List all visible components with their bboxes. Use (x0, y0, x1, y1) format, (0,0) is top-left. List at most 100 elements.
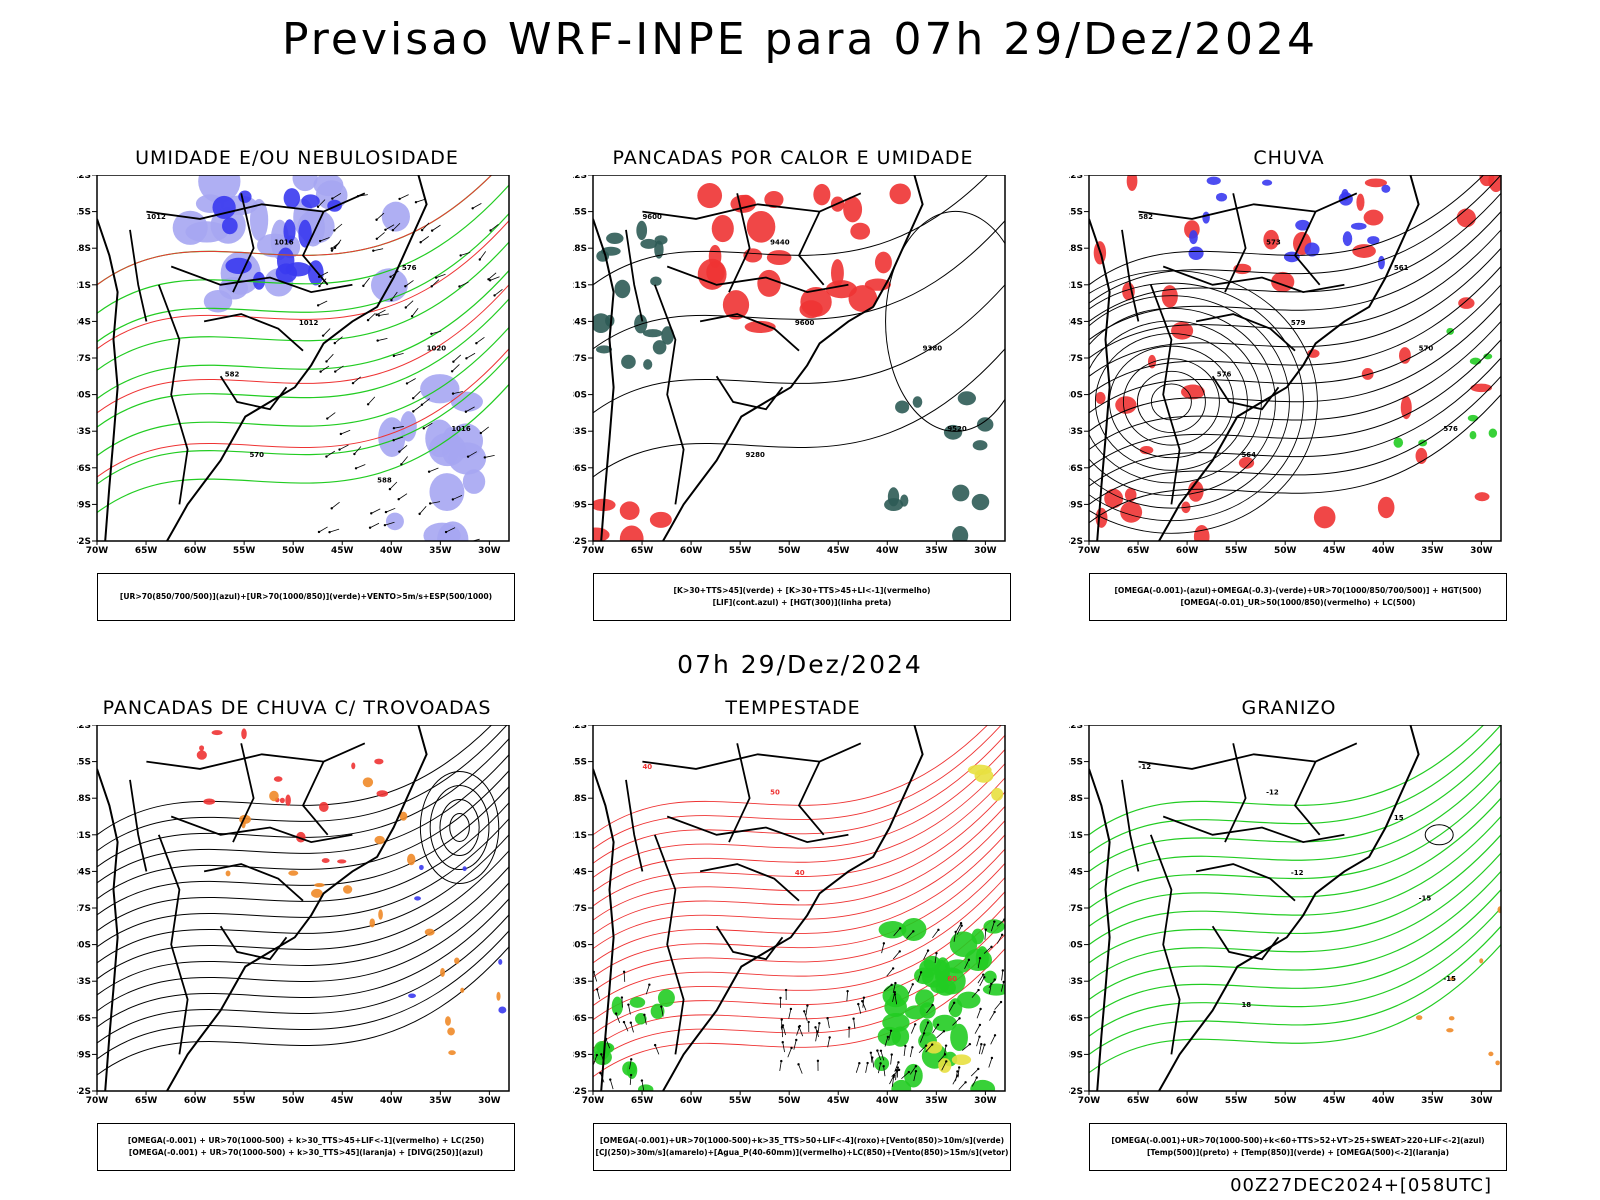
wind-vector-head (471, 207, 474, 210)
wind-vector (909, 1047, 913, 1058)
wind-vector-head (816, 1030, 819, 1033)
convection-area (269, 790, 279, 802)
country-border (666, 265, 849, 294)
rain-area (1488, 175, 1501, 193)
wind-vector-head (400, 463, 403, 466)
wind-vector-head (444, 530, 448, 534)
coastline (166, 725, 428, 1091)
wind-vector-head (391, 229, 395, 232)
lat-tick-label: 36S (77, 1014, 91, 1024)
wind-vector-head (451, 498, 455, 501)
wind-vector-head (389, 275, 392, 279)
wind-vector (952, 1018, 960, 1026)
wind-vector (399, 194, 409, 200)
wind-vector (401, 456, 408, 465)
coastline-west (1089, 768, 1111, 1091)
wind-vector-head (366, 403, 370, 406)
map-layers (97, 725, 509, 1091)
ocean-background (1089, 175, 1501, 541)
storm-area (337, 859, 347, 864)
wind-vector (623, 971, 626, 982)
wind-vector (484, 455, 495, 458)
low-level-jet-contour (593, 834, 1005, 964)
legend-line: [OMEGA(-0.001) + UR>70(1000-500) + k>30_… (127, 1136, 485, 1145)
omega-strong-area (1483, 353, 1493, 360)
wind-vector (978, 1044, 982, 1055)
map-area[interactable]: 582 579 576 573 570 564 561 576 12S 15S 18S 21S 24S 2… (1069, 175, 1509, 595)
map-area[interactable]: 40 40 60 50 12S 15S 18S 21S 24S 27S 30S 33S 36S 39S 42… (573, 725, 1013, 1145)
wind-vector (385, 507, 396, 513)
wind-vector (827, 1018, 830, 1029)
wind-vector-head (789, 1007, 793, 1011)
wind-vector (384, 521, 395, 526)
humidity-area-upper (450, 391, 483, 412)
wind-vector (970, 1068, 979, 1077)
wind-vector (917, 972, 922, 982)
wind-vector (628, 1004, 631, 1015)
map-area[interactable]: 9600 9600 9520 9440 9380 9280 12S 15S 18S 21S 24S 2… (573, 175, 1013, 595)
convective-area (652, 340, 667, 355)
wind-vector-head (375, 313, 378, 316)
wind-vector (596, 989, 600, 1000)
omega500-area (1488, 1051, 1494, 1057)
panel-legend: [UR>70(850/700/500)](azul)+[UR>70(1000/8… (97, 573, 515, 621)
geopotential-contour (1089, 247, 1501, 377)
streamline (97, 725, 508, 852)
low-pressure-contour (1089, 307, 1276, 496)
convection-area (440, 967, 446, 978)
humidity-contour-low (97, 270, 509, 400)
wind-vector (981, 1044, 985, 1055)
wind-vector-head (404, 306, 407, 309)
contour-label: 576 (1217, 370, 1232, 378)
wind-vector-head (978, 956, 982, 960)
humidity-area-upper (225, 257, 252, 274)
wind-vector-head (818, 1021, 821, 1025)
wind-vector-head (478, 258, 481, 261)
wind-vector (412, 390, 421, 399)
strong-wind-area (915, 989, 935, 1008)
map-layers: 40 40 60 50 (593, 725, 1005, 1091)
strong-wind-area (891, 1079, 912, 1091)
map-area[interactable]: 12S 15S 18S 21S 24S 27S 30S 33S 36S 39S 42S70W 65W 6… (77, 725, 517, 1145)
omega-strong-area (1467, 414, 1479, 422)
map-area[interactable]: 1012 1012 1016 1016 1020 570 576 582 588 12S 15S 18… (77, 175, 517, 595)
wind-vector-head (328, 530, 331, 534)
lat-tick-label: 39S (573, 500, 587, 510)
strong-wind-area (637, 1084, 654, 1091)
wind-vector-head (630, 1058, 633, 1061)
wind-vector-head (990, 1056, 994, 1060)
lon-tick-label: 65W (135, 1096, 158, 1106)
lon-tick-label: 65W (135, 546, 158, 556)
lon-tick-label: 70W (86, 546, 109, 556)
ocean-background (97, 725, 509, 1091)
storm-area (211, 730, 223, 736)
convection-area (374, 835, 385, 845)
instability-area (697, 258, 727, 290)
storm-area (351, 762, 356, 770)
geopotential-contour (1089, 211, 1501, 341)
rain-area (1193, 524, 1210, 541)
wind-vector-head (978, 1023, 982, 1027)
geopotential-contour (1089, 321, 1501, 450)
map-area[interactable]: -12 -12 -15 -12 -15 18 15 12S 15S 18S 21S 24S 27S 30S… (1069, 725, 1509, 1145)
low-level-jet-contour (593, 749, 1005, 878)
lon-tick-label: 35W (925, 546, 948, 556)
lon-tick-label: 60W (184, 546, 207, 556)
contour-label: 15 (1394, 814, 1404, 822)
country-border (170, 265, 353, 294)
streamline (97, 898, 509, 1028)
wind-vector (892, 983, 896, 993)
lat-tick-label: 27S (77, 904, 91, 914)
lat-tick-label: 18S (573, 244, 587, 254)
rain-area (1400, 395, 1412, 420)
wind-vector-head (924, 1044, 928, 1047)
convection-area (314, 883, 325, 888)
wind-vector-head (879, 1062, 882, 1065)
strong-wind-area (934, 959, 949, 986)
wind-vector-head (398, 197, 401, 201)
lat-tick-label: 33S (77, 427, 91, 437)
omega-strong-area (1393, 437, 1404, 448)
low-pressure-contour (1122, 358, 1220, 446)
wind-vector (385, 224, 395, 231)
lat-tick-label: 24S (1069, 317, 1083, 327)
